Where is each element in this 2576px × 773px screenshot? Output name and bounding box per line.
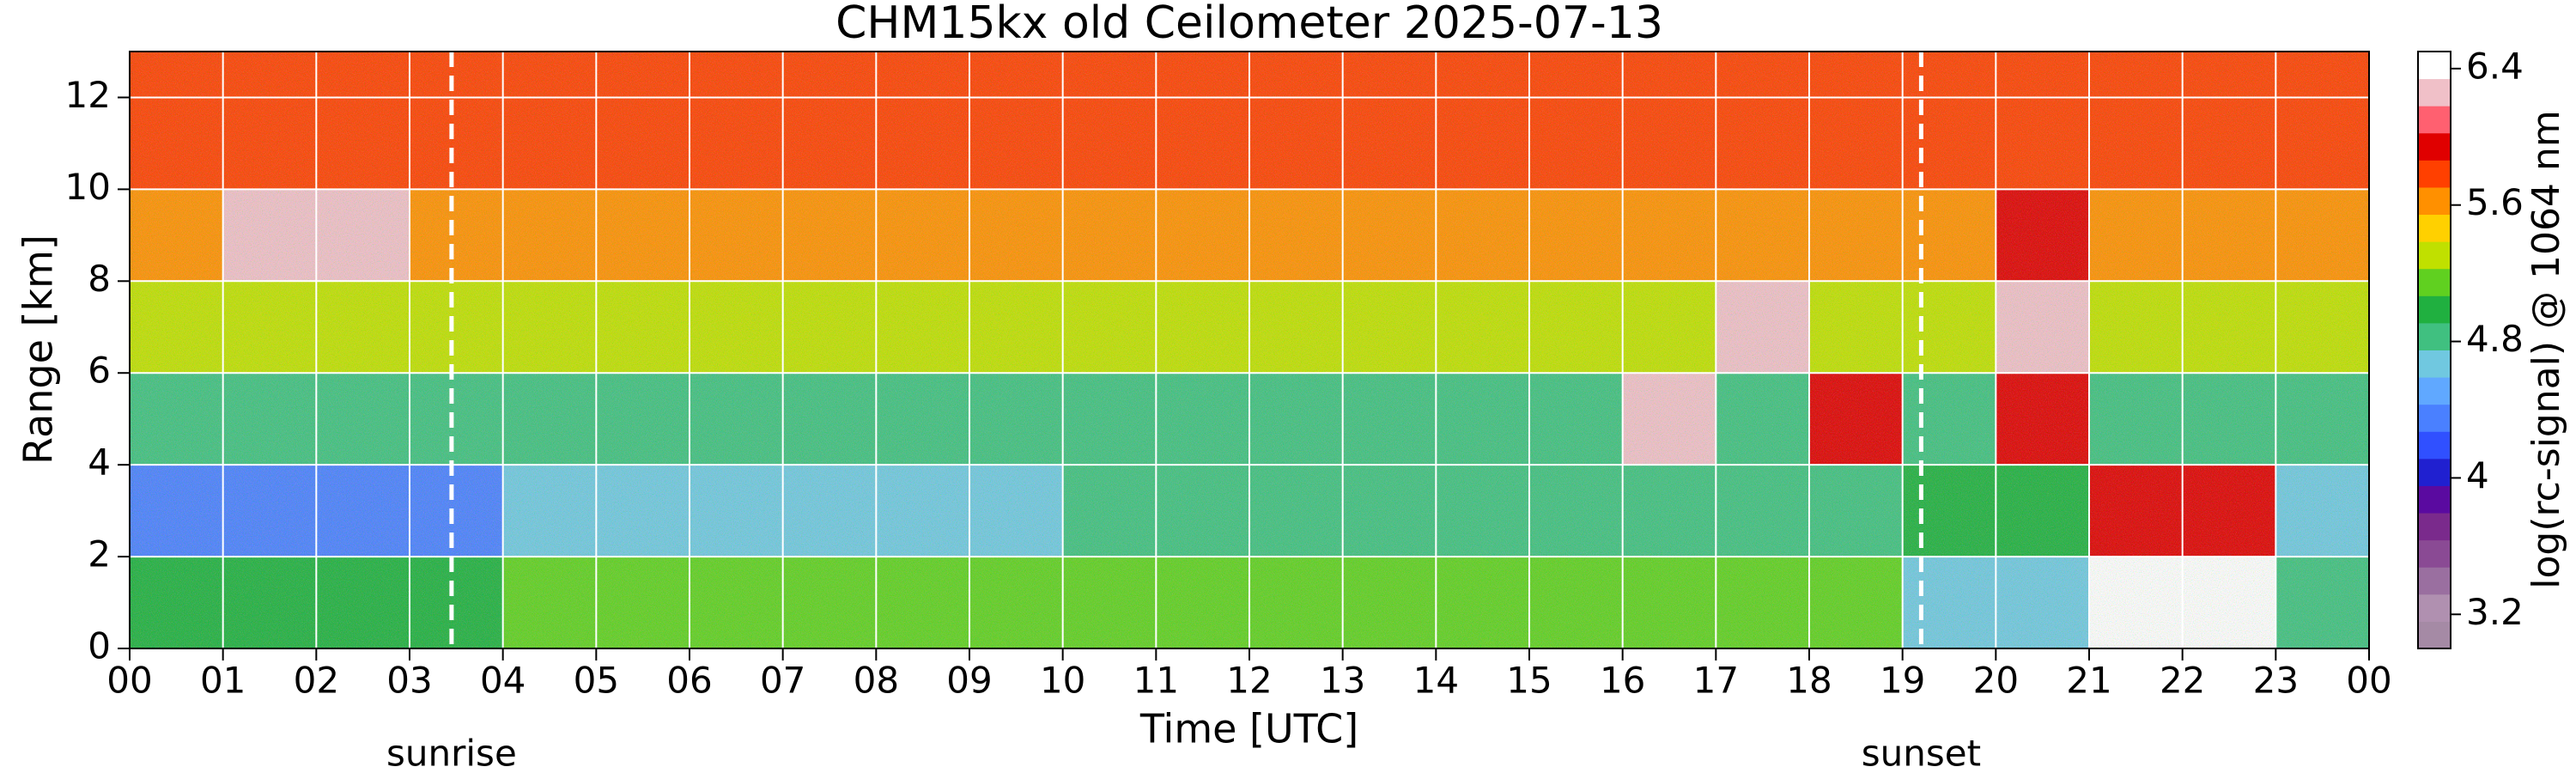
colorbar-swatch	[2418, 268, 2451, 296]
x-tick-label: 14	[1413, 660, 1459, 702]
x-tick-label: 08	[854, 660, 899, 702]
colorbar-swatch	[2418, 431, 2451, 460]
annotation-label: sunset	[1862, 733, 1981, 773]
y-tick-label: 2	[88, 533, 111, 575]
x-tick-label: 04	[480, 660, 526, 702]
colorbar-swatch	[2418, 106, 2451, 134]
x-tick-label: 02	[294, 660, 339, 702]
colorbar-swatch	[2418, 322, 2451, 350]
colorbar-swatch	[2418, 295, 2451, 324]
colorbar-swatch	[2418, 513, 2451, 541]
x-tick-label: 06	[666, 660, 712, 702]
colorbar-swatch	[2418, 160, 2451, 188]
x-tick-label: 13	[1320, 660, 1365, 702]
x-tick-label: 00	[2346, 660, 2391, 702]
y-tick-label: 6	[88, 350, 111, 392]
colorbar-swatch	[2418, 350, 2451, 378]
x-tick-label: 01	[200, 660, 246, 702]
annotation-label: sunrise	[386, 733, 517, 773]
colorbar-swatch	[2418, 241, 2451, 270]
colorbar-swatch	[2418, 132, 2451, 161]
x-tick-label: 09	[946, 660, 992, 702]
x-tick-label: 21	[2066, 660, 2111, 702]
y-tick-label: 12	[65, 74, 111, 116]
colorbar-tick-label: 3.2	[2466, 591, 2524, 633]
colorbar-frame	[2417, 51, 2451, 649]
x-tick-label: 16	[1600, 660, 1645, 702]
chart-title: CHM15kx old Ceilometer 2025-07-13	[835, 0, 1663, 49]
y-tick-label: 4	[88, 441, 111, 484]
colorbar-swatch	[2418, 593, 2451, 622]
colorbar-tick-label: 4.8	[2466, 318, 2524, 360]
colorbar-swatch	[2418, 621, 2451, 649]
y-tick-label: 8	[88, 258, 111, 300]
colorbar-swatch	[2418, 214, 2451, 242]
x-tick-label: 15	[1506, 660, 1552, 702]
colorbar-swatch	[2418, 52, 2451, 80]
x-axis-label: Time [UTC]	[1139, 706, 1358, 752]
x-tick-label: 18	[1786, 660, 1832, 702]
y-tick-label: 0	[88, 625, 111, 667]
y-tick-label: 10	[65, 166, 111, 208]
x-tick-label: 00	[106, 660, 152, 702]
colorbar-swatch	[2418, 567, 2451, 595]
colorbar-tick-label: 4	[2466, 454, 2489, 496]
x-tick-label: 03	[386, 660, 432, 702]
x-tick-label: 07	[760, 660, 805, 702]
x-tick-label: 11	[1133, 660, 1179, 702]
x-tick-label: 23	[2253, 660, 2299, 702]
plot-frame	[129, 51, 2370, 649]
x-tick-label: 20	[1973, 660, 2019, 702]
colorbar-swatch	[2418, 377, 2451, 405]
colorbar-label: log(rc-signal) @ 1064 nm	[2524, 110, 2568, 588]
y-axis-label: Range [km]	[15, 234, 62, 465]
x-tick-label: 05	[574, 660, 619, 702]
x-tick-label: 17	[1693, 660, 1739, 702]
x-tick-label: 19	[1880, 660, 1925, 702]
colorbar-tick-label: 6.4	[2466, 45, 2524, 87]
colorbar-swatch	[2418, 186, 2451, 216]
colorbar-swatch	[2418, 78, 2451, 107]
colorbar-swatch	[2418, 404, 2451, 432]
colorbar-tick-label: 5.6	[2466, 181, 2524, 223]
x-tick-label: 10	[1040, 660, 1085, 702]
x-tick-label: 12	[1226, 660, 1272, 702]
colorbar-swatch	[2418, 539, 2451, 568]
colorbar-swatch	[2418, 458, 2451, 486]
colorbar-swatch	[2418, 485, 2451, 514]
x-tick-label: 22	[2160, 660, 2205, 702]
